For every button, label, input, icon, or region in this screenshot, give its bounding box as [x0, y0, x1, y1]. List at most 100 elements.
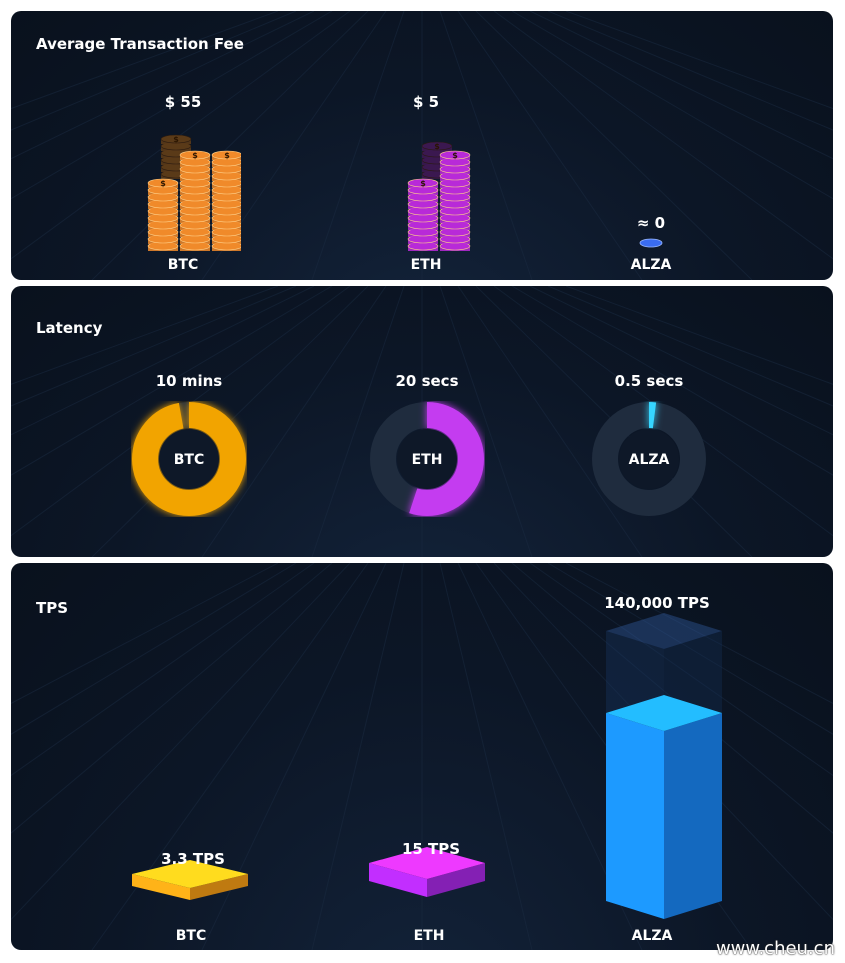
- fee-category-eth: ETH: [410, 257, 442, 273]
- grid-line: [457, 286, 643, 557]
- grid-line: [91, 11, 369, 280]
- grid-line: [11, 11, 333, 200]
- fee-title: Average Transaction Fee: [36, 35, 244, 53]
- coin: [407, 178, 439, 188]
- grid-background: [11, 11, 833, 280]
- latency-value-btc: 10 mins: [155, 372, 223, 390]
- dollar-icon: $: [452, 151, 458, 160]
- watermark: www.cheu.cn: [715, 938, 835, 959]
- grid-line: [457, 11, 643, 280]
- grid-line: [511, 563, 833, 834]
- fee-value-btc: $ 55: [164, 93, 202, 111]
- donut-center-label: ETH: [412, 452, 443, 468]
- grid-line: [11, 563, 351, 921]
- grid-line: [547, 563, 833, 735]
- donut-arc: [132, 402, 246, 516]
- tps-category-alza: ALZA: [631, 928, 673, 944]
- tps-panel: TPS 3.3 TPS BTC 15 TPS ETH 140,000 TPS A…: [11, 563, 833, 950]
- tps-bar-eth: [369, 847, 485, 897]
- latency-title: Latency: [36, 319, 103, 337]
- grid-line: [11, 563, 297, 735]
- grid-line: [529, 563, 833, 777]
- grid-line: [201, 286, 387, 557]
- coin: [421, 141, 453, 151]
- coin-stack: $: [407, 178, 439, 251]
- dollar-icon: $: [192, 151, 198, 160]
- fee-panel: Average Transaction Fee $ 55 $ $ $ $ BTC $ …: [11, 11, 833, 280]
- donut-arc: [592, 402, 706, 516]
- grid-line: [493, 11, 833, 260]
- latency-value-eth: 20 secs: [395, 372, 459, 390]
- dollar-icon: $: [420, 179, 426, 188]
- coin: [147, 178, 179, 188]
- grid-line: [11, 563, 333, 834]
- fee-category-btc: BTC: [167, 257, 199, 273]
- dollar-icon: $: [434, 142, 440, 151]
- coin: [179, 150, 211, 160]
- coin-stack: $: [147, 178, 179, 251]
- coin: [639, 238, 663, 248]
- grid-line: [439, 286, 533, 557]
- tps-value-eth: 15 TPS: [401, 840, 461, 858]
- donut-center-label: ALZA: [629, 452, 670, 468]
- grid-line: [511, 11, 833, 200]
- grid-line: [565, 563, 833, 704]
- grid-line: [11, 286, 333, 476]
- grid-line: [11, 286, 297, 407]
- dollar-icon: $: [160, 179, 166, 188]
- tps-value-btc: 3.3 TPS: [161, 850, 225, 868]
- grid-line: [529, 11, 833, 160]
- grid-line: [311, 563, 405, 950]
- coin: [211, 150, 241, 160]
- eth-coin-stacks: $ $ $: [407, 141, 471, 251]
- donut-hole: [397, 429, 457, 489]
- grid-line: [11, 11, 297, 131]
- btc-latency-donut: BTC: [132, 402, 246, 516]
- grid-line: [11, 563, 315, 777]
- coin-stack: $: [211, 150, 241, 251]
- coin-stack: $: [179, 150, 211, 251]
- grid-line: [311, 11, 405, 280]
- grid-line: [565, 11, 833, 110]
- grid-line: [11, 286, 279, 385]
- grid-line: [11, 11, 315, 160]
- coin: [160, 134, 192, 144]
- grid-line: [311, 286, 405, 557]
- grid-line: [565, 286, 833, 385]
- dollar-icon: $: [224, 151, 230, 160]
- donut-center-label: BTC: [174, 452, 205, 468]
- donut-hole: [159, 429, 219, 489]
- fee-category-alza: ALZA: [630, 257, 672, 273]
- eth-latency-donut: ETH: [370, 402, 484, 516]
- grid-line: [511, 286, 833, 476]
- btc-coin-stacks: $ $ $ $: [147, 134, 241, 251]
- tps-category-btc: BTC: [175, 928, 207, 944]
- fee-value-alza: ≈ 0: [636, 214, 666, 232]
- alza-coin: [639, 238, 663, 248]
- grid-line: [475, 11, 753, 280]
- tps-title: TPS: [36, 599, 69, 617]
- grid-line: [529, 286, 833, 436]
- latency-value-alza: 0.5 secs: [614, 372, 684, 390]
- fee-value-eth: $ 5: [412, 93, 440, 111]
- grid-line: [547, 286, 833, 407]
- grid-line: [439, 563, 533, 950]
- grid-line: [11, 286, 315, 436]
- latency-panel: Latency 10 mins BTC 20 secs ETH 0.5 secs…: [11, 286, 833, 557]
- coin-stack: $: [439, 150, 471, 251]
- grid-line: [547, 11, 833, 131]
- dollar-icon: $: [173, 135, 179, 144]
- coin: [439, 150, 471, 160]
- donut-hole: [619, 429, 679, 489]
- donut-arc: [370, 402, 484, 516]
- tps-chart: [132, 612, 722, 919]
- alza-latency-donut: ALZA: [592, 402, 706, 516]
- tps-bar-alza: [606, 695, 722, 919]
- grid-line: [11, 563, 279, 704]
- tps-value-alza: 140,000 TPS: [604, 594, 710, 612]
- tps-bar-alza-cap: [606, 612, 722, 649]
- tps-bar-btc: [132, 860, 248, 900]
- grid-line: [439, 11, 533, 280]
- grid-line: [11, 11, 279, 110]
- tps-category-eth: ETH: [413, 928, 445, 944]
